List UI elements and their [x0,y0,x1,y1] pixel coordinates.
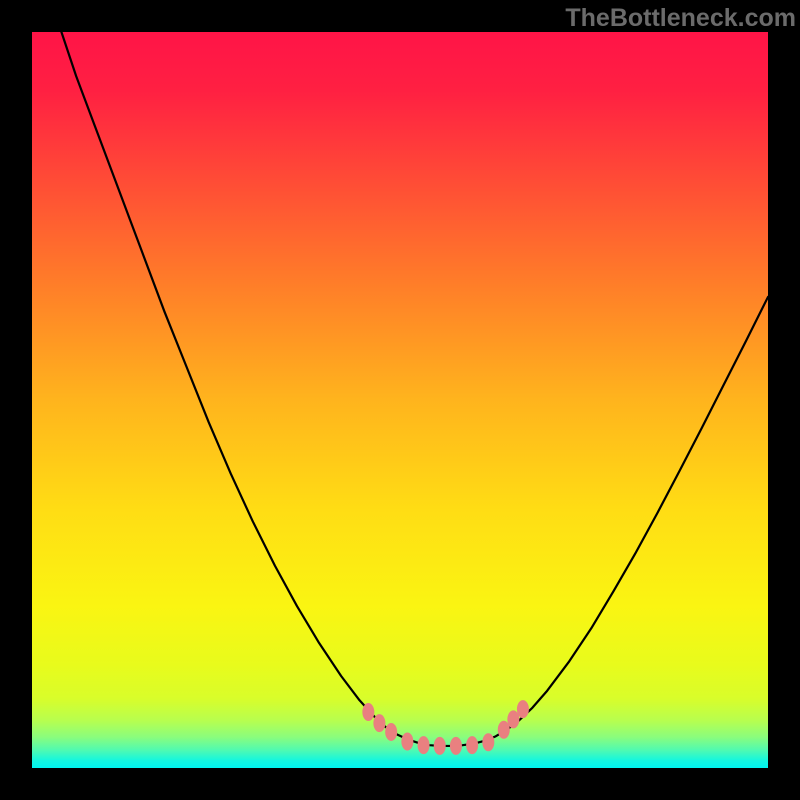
marker-dot [373,714,385,732]
marker-dot [401,733,413,751]
marker-dot [466,736,478,754]
plot-area [32,32,768,768]
marker-dot [450,737,462,755]
marker-dot [418,736,430,754]
marker-dot [362,703,374,721]
gradient-background [32,32,768,768]
marker-dot [434,737,446,755]
marker-dot [482,733,494,751]
marker-dot [385,723,397,741]
watermark-text: TheBottleneck.com [565,4,796,33]
chart-root: TheBottleneck.com [0,0,800,800]
marker-dot [517,700,529,718]
